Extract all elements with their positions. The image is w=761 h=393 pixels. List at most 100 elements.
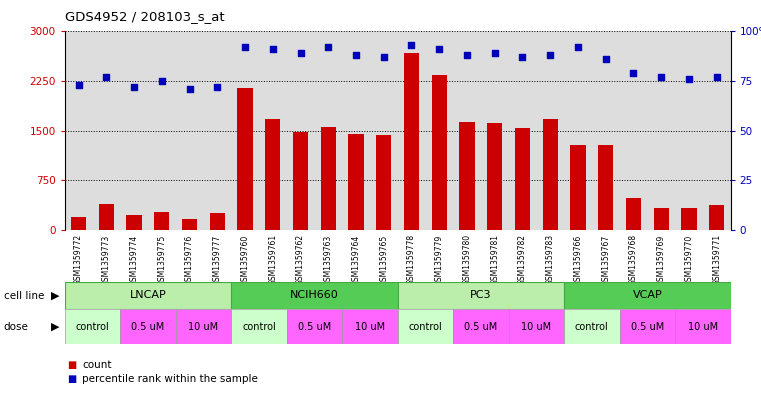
Point — [100, 74, 113, 80]
Bar — [515, 128, 530, 230]
Bar — [681, 208, 696, 230]
Text: 10 uM: 10 uM — [521, 321, 552, 332]
Bar — [564, 309, 619, 344]
Text: GSM1359773: GSM1359773 — [102, 234, 111, 286]
Text: LNCAP: LNCAP — [129, 290, 167, 300]
Bar — [397, 309, 453, 344]
Bar — [508, 31, 537, 230]
Bar — [182, 219, 197, 230]
Text: GSM1359762: GSM1359762 — [296, 234, 305, 285]
Text: control: control — [75, 321, 110, 332]
Bar — [598, 145, 613, 230]
Point — [72, 82, 84, 88]
Bar — [397, 282, 564, 309]
Bar — [71, 217, 86, 230]
Bar — [564, 282, 731, 309]
Point — [433, 46, 445, 52]
Bar — [648, 31, 675, 230]
Point — [295, 50, 307, 57]
Text: 10 uM: 10 uM — [188, 321, 218, 332]
Bar — [543, 119, 558, 230]
Text: GSM1359779: GSM1359779 — [435, 234, 444, 286]
Bar — [176, 31, 203, 230]
Bar — [709, 206, 724, 230]
Bar — [404, 53, 419, 230]
Bar — [120, 309, 176, 344]
Text: 0.5 uM: 0.5 uM — [631, 321, 664, 332]
Point — [350, 52, 362, 59]
Text: 0.5 uM: 0.5 uM — [132, 321, 164, 332]
Bar — [314, 31, 342, 230]
Bar — [675, 31, 703, 230]
Text: GSM1359761: GSM1359761 — [269, 234, 277, 285]
Text: GSM1359765: GSM1359765 — [379, 234, 388, 286]
Bar — [564, 31, 592, 230]
Text: GSM1359760: GSM1359760 — [240, 234, 250, 286]
Bar — [370, 31, 397, 230]
Text: 10 uM: 10 uM — [355, 321, 385, 332]
Point — [461, 52, 473, 59]
Bar — [126, 215, 142, 230]
Point — [239, 44, 251, 50]
Point — [377, 54, 390, 61]
Text: GSM1359763: GSM1359763 — [323, 234, 333, 286]
Bar — [231, 31, 259, 230]
Bar — [65, 282, 231, 309]
Text: GDS4952 / 208103_s_at: GDS4952 / 208103_s_at — [65, 10, 224, 23]
Point — [489, 50, 501, 57]
Text: GSM1359782: GSM1359782 — [518, 234, 527, 285]
Point — [600, 56, 612, 62]
Text: GSM1359780: GSM1359780 — [463, 234, 472, 285]
Text: GSM1359770: GSM1359770 — [684, 234, 693, 286]
Point — [266, 46, 279, 52]
Bar — [176, 309, 231, 344]
Bar — [65, 31, 92, 230]
Bar — [592, 31, 619, 230]
Point — [655, 74, 667, 80]
Point — [572, 44, 584, 50]
Text: NCIH660: NCIH660 — [290, 290, 339, 300]
Bar — [65, 309, 120, 344]
Text: percentile rank within the sample: percentile rank within the sample — [82, 374, 258, 384]
Text: GSM1359777: GSM1359777 — [213, 234, 221, 286]
Text: PC3: PC3 — [470, 290, 492, 300]
Text: 0.5 uM: 0.5 uM — [298, 321, 331, 332]
Bar — [453, 31, 481, 230]
Text: GSM1359783: GSM1359783 — [546, 234, 555, 285]
Text: GSM1359774: GSM1359774 — [129, 234, 139, 286]
Bar — [293, 132, 308, 230]
Bar — [349, 134, 364, 230]
Text: GSM1359766: GSM1359766 — [574, 234, 582, 286]
Point — [212, 84, 224, 90]
Bar — [481, 31, 508, 230]
Bar — [376, 135, 391, 230]
Bar — [703, 31, 731, 230]
Text: GSM1359764: GSM1359764 — [352, 234, 361, 286]
Bar — [231, 282, 397, 309]
Bar — [460, 122, 475, 230]
Bar — [675, 309, 731, 344]
Text: GSM1359776: GSM1359776 — [185, 234, 194, 286]
Bar — [148, 31, 176, 230]
Bar — [99, 204, 114, 230]
Text: control: control — [409, 321, 442, 332]
Point — [156, 78, 168, 84]
Bar — [619, 31, 648, 230]
Text: ▶: ▶ — [51, 322, 59, 332]
Bar — [320, 127, 336, 230]
Point — [683, 76, 695, 82]
Bar — [203, 31, 231, 230]
Bar — [265, 119, 280, 230]
Text: 10 uM: 10 uM — [688, 321, 718, 332]
Bar — [654, 208, 669, 230]
Text: VCAP: VCAP — [632, 290, 662, 300]
Bar — [287, 309, 342, 344]
Text: ■: ■ — [67, 374, 76, 384]
Point — [627, 70, 639, 76]
Point — [517, 54, 529, 61]
Bar — [431, 75, 447, 230]
Bar — [120, 31, 148, 230]
Text: cell line: cell line — [4, 290, 44, 301]
Text: dose: dose — [4, 322, 29, 332]
Bar — [487, 123, 502, 230]
